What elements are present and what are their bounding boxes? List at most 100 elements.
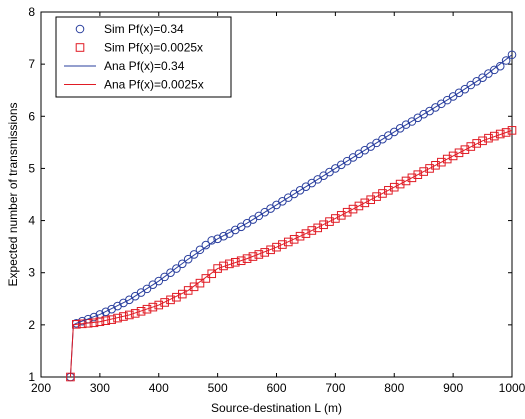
data-point [348, 204, 358, 214]
data-point [295, 231, 305, 241]
data-point [501, 56, 511, 65]
data-point [366, 195, 375, 205]
data-point [448, 151, 458, 161]
data-point [119, 312, 128, 321]
data-point [336, 211, 346, 220]
data-point [478, 73, 487, 82]
y-axis-label: Expected number of transmissions [6, 102, 20, 286]
y-tick-label: 6 [28, 109, 35, 123]
data-point [454, 148, 464, 158]
data-point [148, 302, 158, 312]
data-point [101, 316, 111, 325]
data-point [495, 61, 505, 71]
data-point [195, 245, 205, 255]
data-point [160, 298, 169, 307]
data-point [354, 201, 364, 211]
data-point [142, 304, 152, 314]
legend-label: Sim Pf(x)=0.34 [104, 22, 184, 36]
data-point [248, 252, 258, 261]
data-point [325, 217, 334, 226]
legend-entry: Sim Pf(x)=0.0025x [75, 41, 203, 55]
data-point [75, 24, 85, 34]
data-point [260, 248, 270, 257]
data-point [236, 256, 246, 266]
data-point [219, 261, 228, 271]
data-point [466, 142, 476, 151]
data-point [266, 245, 275, 255]
data-point [178, 259, 187, 269]
data-point [154, 276, 164, 286]
data-point [301, 229, 311, 238]
data-point [495, 129, 505, 139]
data-point [213, 264, 222, 273]
series-sim-pf-x-0-34 [66, 50, 517, 382]
data-point [413, 170, 423, 179]
data-point [272, 242, 281, 252]
x-tick-label: 800 [384, 381, 404, 395]
data-point [472, 139, 481, 148]
x-axis-label: Source-destination L (m) [211, 401, 342, 415]
data-point [401, 176, 411, 186]
data-point [195, 278, 205, 288]
data-point [395, 179, 405, 189]
data-point [289, 235, 299, 244]
y-tick-label: 1 [28, 370, 35, 384]
legend: Sim Pf(x)=0.34 Sim Pf(x)=0.0025x Ana Pf(x)… [55, 16, 232, 98]
data-point [201, 274, 211, 283]
data-point [484, 133, 493, 143]
x-tick-label: 200 [31, 381, 51, 395]
data-point [75, 43, 85, 52]
data-point [172, 292, 181, 302]
data-point [219, 231, 228, 241]
series-sim-pf-x-0-0025x [66, 126, 517, 382]
x-tick-label: 1000 [499, 381, 525, 395]
y-tick-label: 5 [28, 161, 35, 175]
data-point [419, 167, 428, 176]
data-point [437, 157, 446, 167]
data-point [166, 295, 175, 305]
legend-label: Sim Pf(x)=0.0025x [104, 41, 203, 55]
data-point [201, 240, 211, 250]
data-point [142, 284, 152, 294]
data-point [189, 250, 199, 259]
data-point [460, 84, 470, 94]
legend-box [55, 16, 232, 98]
data-point [278, 240, 287, 249]
data-point [478, 136, 487, 146]
x-tick-label: 500 [208, 381, 228, 395]
data-point [307, 226, 317, 235]
series-line [69, 129, 513, 378]
data-point [213, 234, 222, 244]
data-point [372, 192, 381, 201]
series-ana-pf-x-0-0025x [69, 129, 513, 378]
data-point [407, 173, 417, 183]
series-line [69, 54, 513, 378]
data-point [242, 254, 252, 263]
legend-entry: Ana Pf(x)=0.34 [64, 59, 185, 73]
y-tick-label: 7 [28, 57, 35, 71]
data-point [507, 50, 517, 60]
data-point [154, 300, 164, 310]
legend-label: Ana Pf(x)=0.34 [104, 59, 185, 73]
data-point [160, 272, 169, 282]
data-point [460, 145, 470, 154]
data-point [384, 186, 393, 195]
x-tick-label: 400 [149, 381, 169, 395]
data-point [130, 309, 140, 318]
y-tick-label: 3 [28, 266, 35, 280]
data-point [166, 268, 175, 278]
x-tick-label: 700 [325, 381, 345, 395]
series-layer [66, 50, 517, 382]
data-point [313, 223, 323, 233]
x-tick-label: 900 [443, 381, 463, 395]
data-point [442, 154, 452, 164]
legend-label: Ana Pf(x)=0.0025x [104, 78, 204, 92]
legend-entry: Sim Pf(x)=0.34 [75, 22, 184, 36]
x-tick-label: 600 [266, 381, 286, 395]
series-ana-pf-x-0-34 [69, 54, 513, 378]
data-point [230, 257, 240, 267]
data-point [172, 264, 181, 273]
data-point [331, 214, 340, 223]
y-tick-label: 8 [28, 5, 35, 19]
